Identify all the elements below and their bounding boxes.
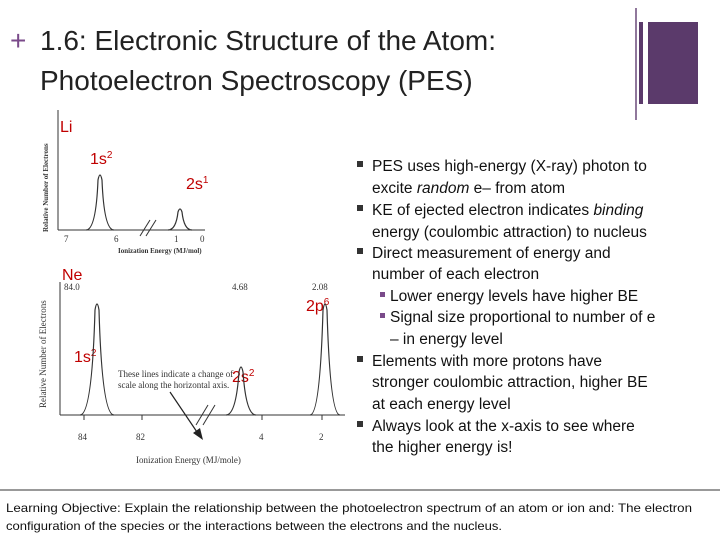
peak-label: 2p6 bbox=[306, 297, 330, 315]
x-tick-label: 84 bbox=[78, 432, 88, 442]
x-tick-label: 1 bbox=[174, 234, 179, 244]
energy-label: 2.08 bbox=[312, 282, 328, 292]
note: These lines indicate a change of bbox=[118, 369, 233, 379]
accent-bar bbox=[639, 22, 643, 104]
peak-label: 2s1 bbox=[186, 175, 209, 193]
title-bullet: + bbox=[10, 25, 26, 56]
element-label: Ne bbox=[62, 267, 83, 284]
bullet-text: PES uses high-energy (X-ray) photon to bbox=[372, 158, 647, 175]
peak bbox=[309, 303, 341, 416]
bullet-text: Always look at the x-axis to see where bbox=[372, 418, 635, 435]
peak bbox=[79, 303, 115, 416]
x-tick-label: 6 bbox=[114, 234, 119, 244]
energy-label: 4.68 bbox=[232, 282, 248, 292]
arrow-head bbox=[193, 428, 203, 440]
peak-label: 1s2 bbox=[74, 348, 97, 366]
bullet-text: energy (coulombic attraction) to nucleus bbox=[372, 224, 647, 241]
peak bbox=[85, 174, 115, 231]
axes bbox=[59, 282, 345, 426]
bullet-text: Direct measurement of energy and bbox=[372, 245, 611, 262]
peak-label: 2s2 bbox=[232, 368, 255, 386]
x-tick-label: 0 bbox=[200, 234, 205, 244]
footer-text: Learning Objective: Explain the relation… bbox=[6, 501, 692, 515]
bullet-text: Elements with more protons have bbox=[372, 353, 602, 370]
title: Photoelectron Spectroscopy (PES) bbox=[40, 65, 473, 96]
arrow bbox=[169, 391, 200, 436]
bullet-marker bbox=[357, 161, 363, 167]
energy-label: 84.0 bbox=[64, 282, 80, 292]
x-tick-label: 4 bbox=[259, 432, 264, 442]
note: scale along the horizontal axis. bbox=[118, 380, 229, 390]
y-axis-label: Relative Number of Electrons bbox=[42, 143, 50, 232]
bullet-text: number of each electron bbox=[372, 266, 539, 283]
y-axis-label: Relative Number of Electrons bbox=[38, 300, 48, 408]
peak bbox=[225, 366, 257, 416]
title: 1.6: Electronic Structure of the Atom: bbox=[40, 25, 496, 56]
accent-block bbox=[648, 22, 698, 104]
axes bbox=[57, 110, 205, 237]
sub-bullet-marker bbox=[380, 292, 385, 297]
x-tick-label: 82 bbox=[136, 432, 145, 442]
bullet-marker bbox=[357, 205, 363, 211]
bullet-marker bbox=[357, 356, 363, 362]
bullets: PES uses high-energy (X-ray) photon to e… bbox=[357, 158, 655, 456]
element-label: Li bbox=[60, 119, 72, 136]
x-tick-label: 2 bbox=[319, 432, 324, 442]
footer-text: configuration of the species or the inte… bbox=[6, 519, 502, 533]
x-tick-label: 7 bbox=[64, 234, 69, 244]
bullet-text: at each energy level bbox=[372, 396, 511, 413]
bullet-text: Signal size proportional to number of e bbox=[390, 309, 655, 326]
bullet-text: KE of ejected electron indicates binding bbox=[372, 202, 644, 219]
bullet-text: excite random e– from atom bbox=[372, 180, 565, 197]
x-axis-label: Ionization Energy (MJ/mol) bbox=[118, 247, 202, 255]
bullet-text: – in energy level bbox=[390, 331, 503, 348]
peak-label: 1s2 bbox=[90, 150, 113, 168]
bullet-text: the higher energy is! bbox=[372, 439, 512, 456]
x-axis-label: Ionization Energy (MJ/mole) bbox=[136, 455, 241, 465]
bullet-marker bbox=[357, 248, 363, 254]
bullet-marker bbox=[357, 421, 363, 427]
bullet-text: stronger coulombic attraction, higher BE bbox=[372, 374, 648, 391]
bullet-text: Lower energy levels have higher BE bbox=[390, 288, 638, 305]
sub-bullet-marker bbox=[380, 313, 385, 318]
peak bbox=[167, 208, 193, 231]
